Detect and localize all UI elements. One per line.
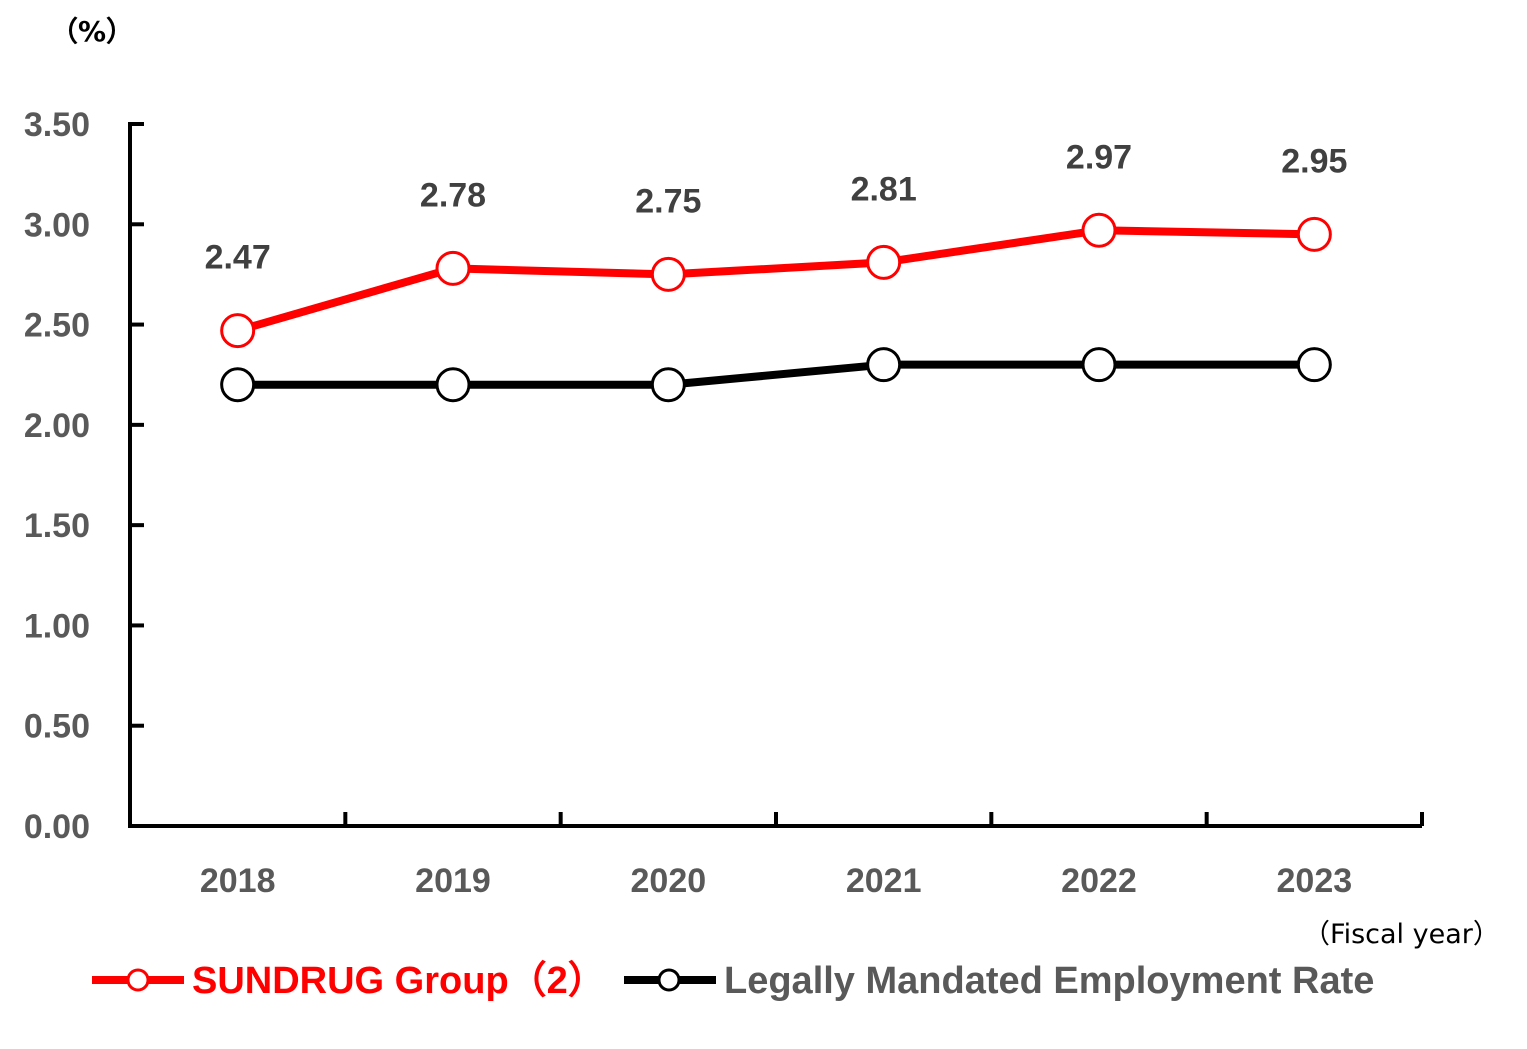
y-tick-label: 1.00 (24, 607, 90, 645)
y-axis-unit-label: （%） (50, 15, 134, 48)
sundrug-data-point (1296, 216, 1332, 252)
data-label: 2.81 (851, 170, 917, 208)
x-tick-label: 2022 (1061, 862, 1137, 900)
sundrug-data-point (866, 244, 902, 280)
x-tick-label: 2020 (631, 862, 707, 900)
x-axis-title: （Fiscal year） (1303, 919, 1500, 950)
sundrug-data-point (220, 313, 256, 349)
data-label: 2.75 (635, 182, 701, 220)
legal-rate-data-point (1081, 347, 1117, 383)
x-tick-label: 2019 (415, 862, 491, 900)
x-axis-ticks: 2018 2019 2020 2021 2022 2023 (200, 812, 1424, 900)
sundrug-series-line (236, 226, 1315, 335)
y-tick-label: 1.50 (24, 507, 90, 545)
y-tick-label: 3.50 (24, 106, 90, 144)
data-label: 2.78 (420, 176, 486, 214)
sundrug-data-point (650, 256, 686, 292)
data-labels: 2.47 2.78 2.75 2.81 2.97 2.95 (205, 138, 1348, 276)
legal-rate-data-point (650, 367, 686, 403)
chart-legend: SUNDRUG Group（2） Legally Mandated Employm… (92, 960, 1374, 1002)
legal-rate-data-point (1296, 347, 1332, 383)
legal-rate-data-point (435, 367, 471, 403)
y-tick-label: 2.00 (24, 407, 90, 445)
legend-sundrug-marker (126, 968, 150, 992)
legend-sundrug-label: SUNDRUG Group（2） (192, 960, 606, 1002)
y-axis-ticks: 0.00 0.50 1.00 1.50 2.00 2.50 3.00 3.50 (24, 106, 144, 846)
legal-rate-data-point (220, 367, 256, 403)
x-tick-label: 2018 (200, 862, 276, 900)
chart-axes (128, 122, 1422, 828)
legal-rate-series-line (237, 360, 1315, 389)
y-tick-label: 0.00 (24, 808, 90, 846)
y-tick-label: 0.50 (24, 708, 90, 746)
sundrug-data-point (435, 250, 471, 286)
legal-rate-data-point (866, 347, 902, 383)
legend-legal-rate-marker (657, 968, 681, 992)
y-tick-label: 3.00 (24, 206, 90, 244)
y-tick-label: 2.50 (24, 307, 90, 345)
data-label: 2.47 (205, 239, 271, 277)
chart-series (220, 212, 1332, 403)
sundrug-data-point (1081, 212, 1117, 248)
x-tick-label: 2023 (1277, 862, 1353, 900)
legend-legal-rate-label: Legally Mandated Employment Rate (724, 960, 1374, 1002)
data-label: 2.95 (1281, 142, 1347, 180)
x-tick-label: 2021 (846, 862, 922, 900)
data-label: 2.97 (1066, 138, 1132, 176)
